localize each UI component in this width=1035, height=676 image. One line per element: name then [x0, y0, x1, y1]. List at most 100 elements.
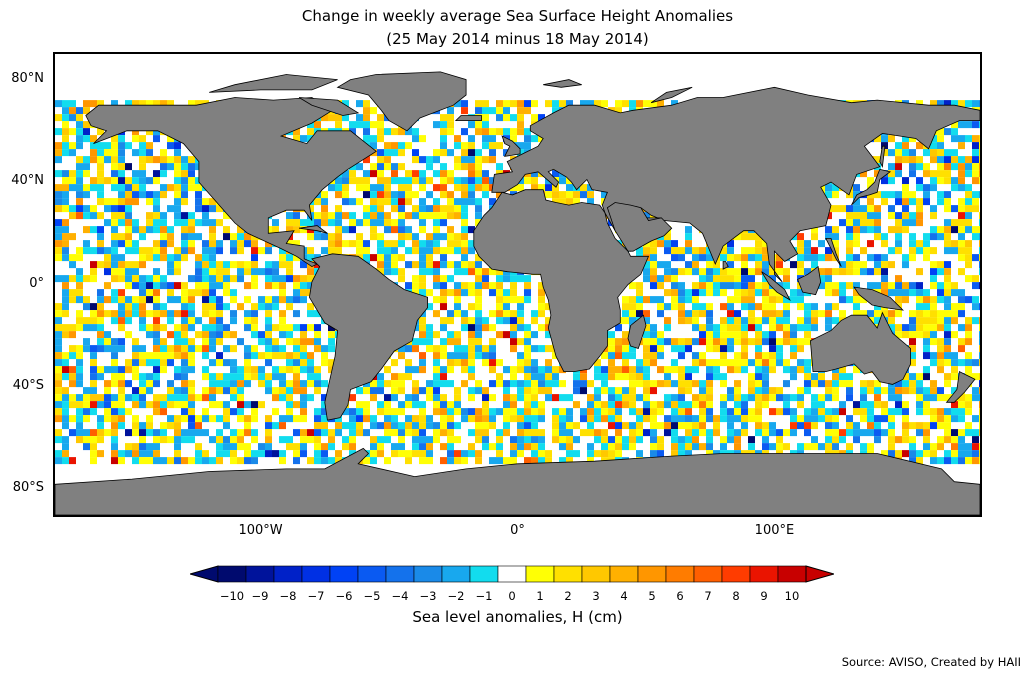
anomaly-cell — [860, 380, 867, 388]
anomaly-cell — [216, 219, 223, 227]
colorbar-segment — [497, 565, 527, 583]
anomaly-cell — [958, 170, 965, 178]
anomaly-cell — [405, 142, 412, 150]
anomaly-cell — [867, 422, 874, 430]
anomaly-cell — [517, 275, 524, 283]
anomaly-cell — [454, 422, 461, 430]
anomaly-cell — [734, 331, 741, 339]
anomaly-cell — [153, 296, 160, 304]
anomaly-cell — [188, 226, 195, 234]
anomaly-cell — [104, 408, 111, 416]
anomaly-cell — [636, 373, 643, 381]
anomaly-cell — [468, 331, 475, 339]
anomaly-cell — [692, 338, 699, 346]
anomaly-cell — [370, 380, 377, 388]
anomaly-cell — [209, 338, 216, 346]
anomaly-cell — [699, 401, 706, 409]
anomaly-cell — [202, 352, 209, 360]
anomaly-cell — [706, 443, 713, 451]
anomaly-cell — [951, 205, 958, 213]
anomaly-cell — [300, 380, 307, 388]
anomaly-cell — [209, 394, 216, 402]
anomaly-cell — [111, 233, 118, 241]
anomaly-cell — [230, 261, 237, 269]
anomaly-cell — [356, 219, 363, 227]
anomaly-cell — [104, 429, 111, 437]
anomaly-cell — [132, 170, 139, 178]
anomaly-cell — [496, 450, 503, 458]
anomaly-cell — [916, 156, 923, 164]
anomaly-cell — [139, 100, 146, 108]
anomaly-cell — [174, 212, 181, 220]
anomaly-cell — [370, 443, 377, 451]
anomaly-cell — [321, 394, 328, 402]
anomaly-cell — [321, 114, 328, 122]
anomaly-cell — [797, 296, 804, 304]
anomaly-cell — [951, 177, 958, 185]
anomaly-cell — [979, 121, 980, 129]
anomaly-cell — [111, 268, 118, 276]
anomaly-cell — [937, 170, 944, 178]
anomaly-cell — [237, 415, 244, 423]
anomaly-cell — [391, 373, 398, 381]
anomaly-cell — [846, 254, 853, 262]
anomaly-cell — [825, 422, 832, 430]
anomaly-cell — [468, 443, 475, 451]
anomaly-cell — [615, 401, 622, 409]
anomaly-cell — [251, 310, 258, 318]
anomaly-cell — [804, 331, 811, 339]
anomaly-cell — [622, 436, 629, 444]
anomaly-cell — [615, 366, 622, 374]
anomaly-cell — [538, 345, 545, 353]
anomaly-cell — [104, 331, 111, 339]
anomaly-cell — [776, 443, 783, 451]
anomaly-cell — [251, 408, 258, 416]
anomaly-cell — [167, 261, 174, 269]
anomaly-cell — [216, 380, 223, 388]
anomaly-cell — [468, 156, 475, 164]
anomaly-cell — [979, 226, 980, 234]
anomaly-cell — [76, 198, 83, 206]
anomaly-cell — [286, 296, 293, 304]
anomaly-cell — [937, 387, 944, 395]
anomaly-cell — [902, 142, 909, 150]
anomaly-cell — [664, 303, 671, 311]
anomaly-cell — [748, 268, 755, 276]
anomaly-cell — [433, 373, 440, 381]
anomaly-cell — [685, 240, 692, 248]
anomaly-cell — [188, 380, 195, 388]
anomaly-cell — [727, 303, 734, 311]
anomaly-cell — [370, 198, 377, 206]
anomaly-cell — [286, 359, 293, 367]
anomaly-cell — [468, 303, 475, 311]
anomaly-cell — [139, 163, 146, 171]
anomaly-cell — [237, 268, 244, 276]
anomaly-cell — [314, 198, 321, 206]
anomaly-cell — [447, 212, 454, 220]
anomaly-cell — [111, 142, 118, 150]
anomaly-cell — [510, 317, 517, 325]
anomaly-cell — [524, 142, 531, 150]
anomaly-cell — [230, 450, 237, 458]
anomaly-cell — [202, 450, 209, 458]
anomaly-cell — [230, 233, 237, 241]
anomaly-cell — [433, 261, 440, 269]
anomaly-cell — [923, 289, 930, 297]
anomaly-cell — [132, 282, 139, 290]
anomaly-cell — [370, 394, 377, 402]
anomaly-cell — [699, 338, 706, 346]
anomaly-cell — [496, 282, 503, 290]
anomaly-cell — [881, 261, 888, 269]
anomaly-cell — [160, 345, 167, 353]
anomaly-cell — [181, 401, 188, 409]
anomaly-cell — [958, 345, 965, 353]
anomaly-cell — [909, 149, 916, 157]
colorbar-segment — [721, 565, 751, 583]
anomaly-cell — [874, 310, 881, 318]
anomaly-cell — [650, 387, 657, 395]
anomaly-cell — [559, 198, 566, 206]
anomaly-cell — [55, 401, 62, 409]
anomaly-cell — [741, 261, 748, 269]
anomaly-cell — [622, 352, 629, 360]
anomaly-cell — [818, 443, 825, 451]
